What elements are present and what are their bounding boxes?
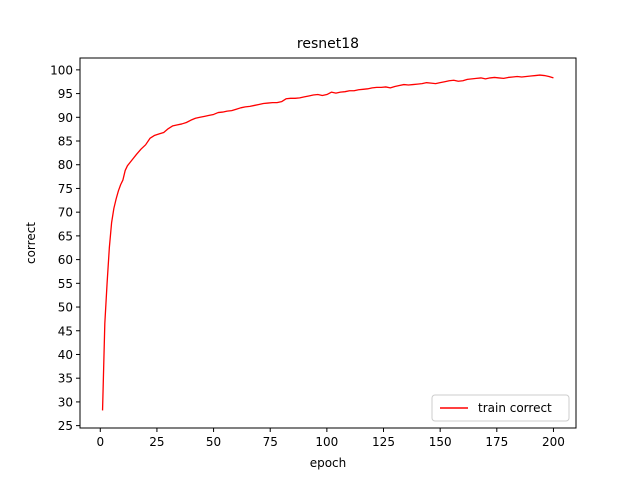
x-tick-label: 150 bbox=[429, 435, 452, 449]
y-tick-label: 45 bbox=[58, 324, 73, 338]
y-tick-label: 85 bbox=[58, 135, 73, 149]
y-tick-label: 60 bbox=[58, 253, 73, 267]
x-axis-label: epoch bbox=[310, 456, 347, 470]
x-axis-ticks: 0 25 50 75 100 125 150 175 200 bbox=[96, 428, 565, 449]
x-tick-label: 0 bbox=[96, 435, 104, 449]
chart-title: resnet18 bbox=[297, 36, 359, 52]
x-tick-label: 175 bbox=[485, 435, 508, 449]
x-tick-label: 50 bbox=[206, 435, 221, 449]
legend: train correct bbox=[431, 394, 570, 422]
y-tick-label: 55 bbox=[58, 277, 73, 291]
plot-frame bbox=[79, 57, 577, 429]
y-tick-label: 30 bbox=[58, 395, 73, 409]
x-tick-label: 125 bbox=[372, 435, 395, 449]
y-tick-label: 35 bbox=[58, 372, 73, 386]
series-line-train-correct bbox=[101, 74, 554, 411]
y-tick-label: 100 bbox=[50, 63, 73, 77]
series-layer bbox=[101, 74, 554, 411]
y-axis-label: correct bbox=[24, 222, 38, 264]
y-axis-ticks: 25 30 35 40 45 50 55 60 65 70 75 80 85 90 95 100 bbox=[50, 63, 80, 433]
x-tick-label: 75 bbox=[263, 435, 278, 449]
plot-area bbox=[80, 58, 576, 428]
x-tick-label: 200 bbox=[542, 435, 565, 449]
legend-box bbox=[431, 394, 570, 422]
y-tick-label: 40 bbox=[58, 348, 73, 362]
y-tick-label: 95 bbox=[58, 87, 73, 101]
legend-label-train-correct: train correct bbox=[478, 401, 552, 415]
y-tick-label: 90 bbox=[58, 111, 73, 125]
y-tick-label: 65 bbox=[58, 229, 73, 243]
y-tick-label: 75 bbox=[58, 182, 73, 196]
x-tick-label: 100 bbox=[315, 435, 338, 449]
x-tick-label: 25 bbox=[149, 435, 164, 449]
y-tick-label: 25 bbox=[58, 419, 73, 433]
y-tick-label: 50 bbox=[58, 301, 73, 315]
y-tick-label: 70 bbox=[58, 206, 73, 220]
y-tick-label: 80 bbox=[58, 158, 73, 172]
